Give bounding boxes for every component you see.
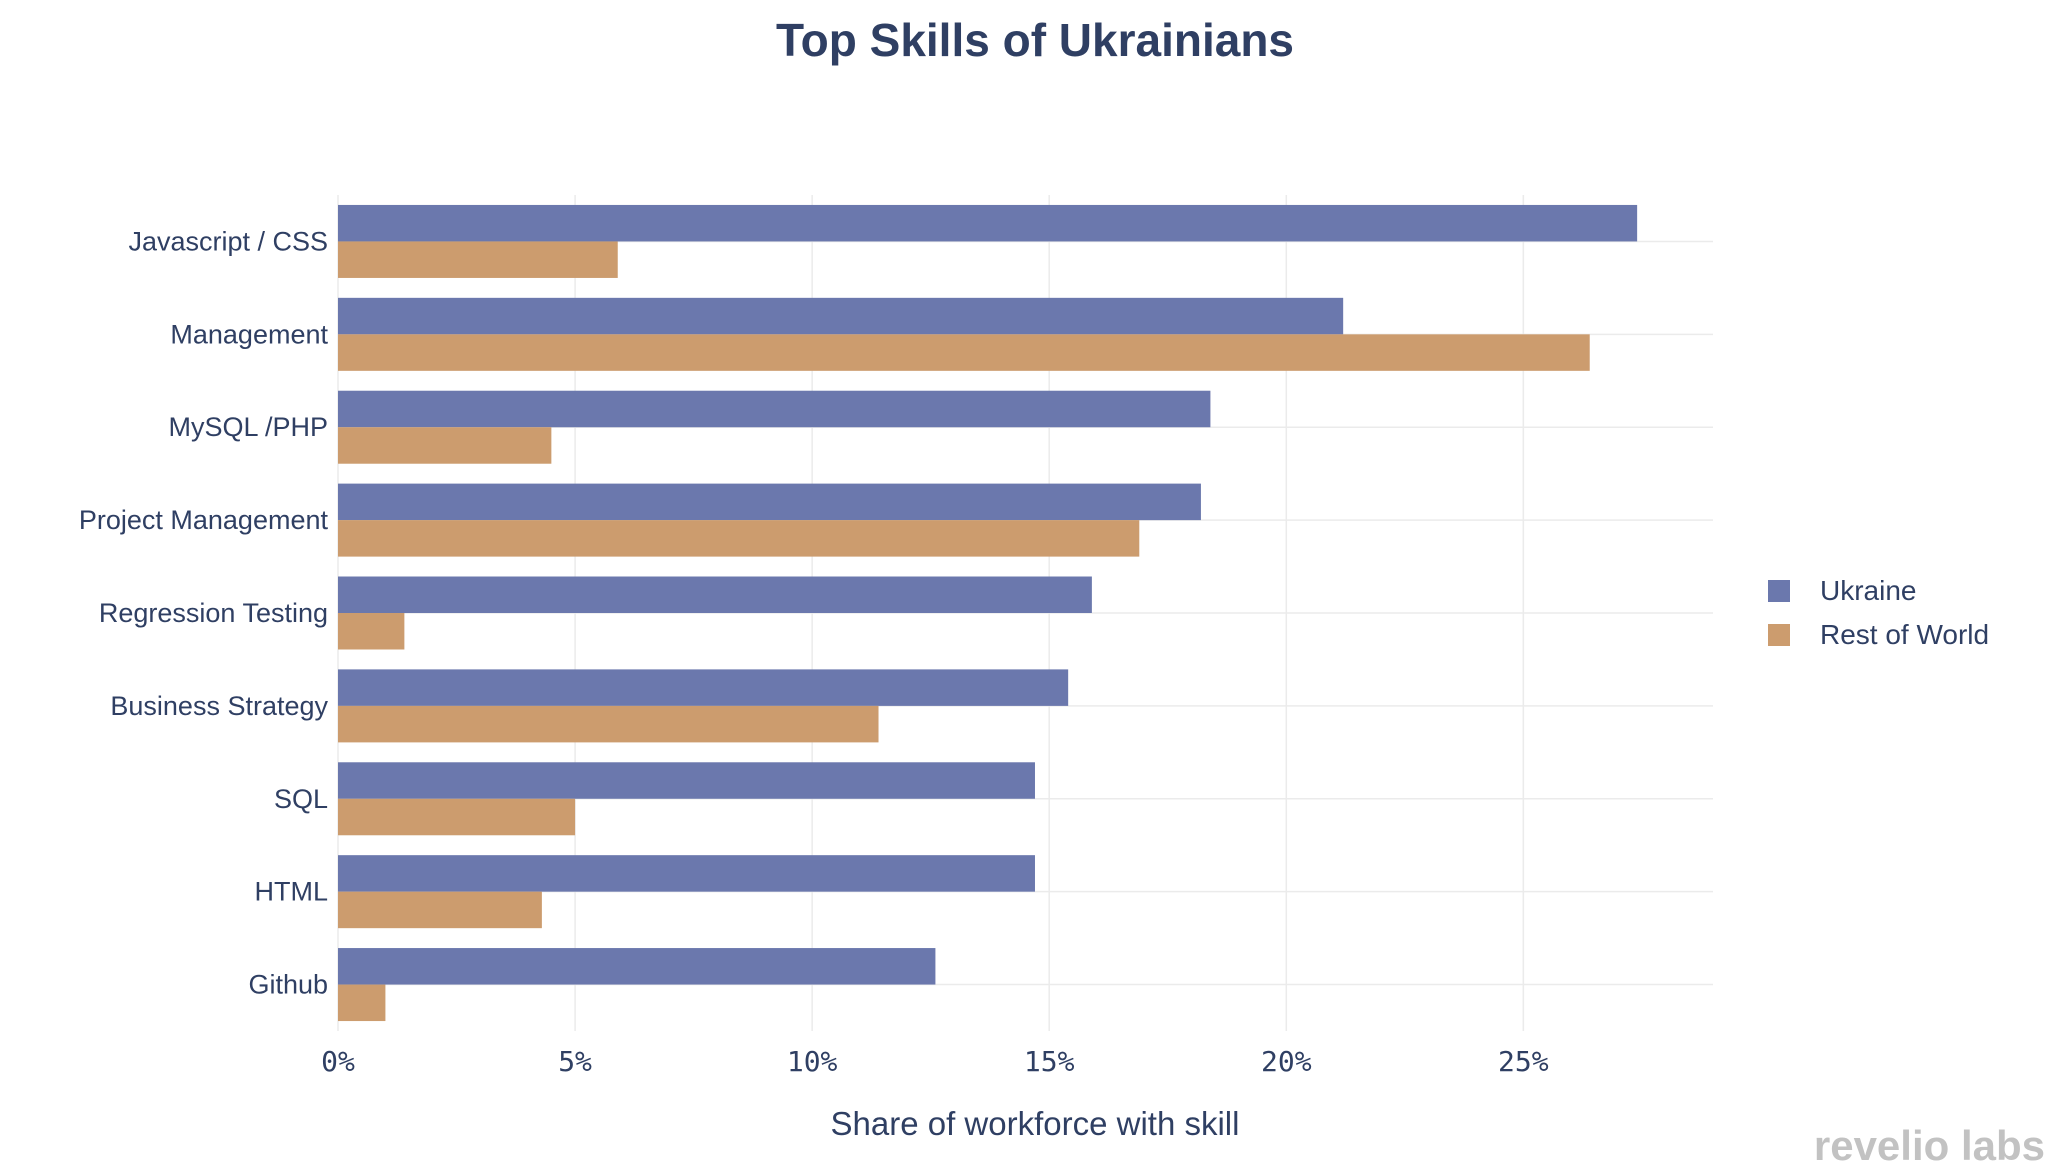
x-tick-label: 5% bbox=[558, 1045, 592, 1078]
bar-ukraine bbox=[338, 669, 1069, 706]
bar-rest-of-world bbox=[338, 705, 879, 743]
chart-title: Top Skills of Ukrainians bbox=[776, 14, 1294, 66]
bar-ukraine bbox=[338, 297, 1344, 335]
category-label: Github bbox=[248, 970, 328, 1000]
category-label: Javascript / CSS bbox=[128, 226, 328, 256]
legend-swatch bbox=[1768, 580, 1790, 602]
x-tick-label: 25% bbox=[1498, 1045, 1549, 1078]
bar-rest-of-world bbox=[338, 613, 405, 650]
x-tick-label: 10% bbox=[787, 1045, 838, 1078]
x-tick-labels: 0% 5% 10% 15% 20% 25% bbox=[321, 1045, 1549, 1078]
bar-ukraine bbox=[338, 948, 936, 985]
category-labels: Javascript / CSS Management MySQL /PHP Proj… bbox=[79, 226, 329, 999]
legend-label: Ukraine bbox=[1820, 575, 1916, 606]
bar-ukraine bbox=[338, 204, 1638, 242]
bar-ukraine bbox=[338, 762, 1035, 799]
bar-rest-of-world bbox=[338, 241, 618, 278]
bar-rest-of-world bbox=[338, 427, 552, 464]
legend-swatch bbox=[1768, 624, 1790, 646]
bar-ukraine bbox=[338, 390, 1211, 428]
bar-rest-of-world bbox=[338, 334, 1590, 371]
bar-rest-of-world bbox=[338, 984, 386, 1022]
category-label: HTML bbox=[255, 877, 329, 907]
legend: Ukraine Rest of World bbox=[1768, 575, 1989, 650]
bars bbox=[338, 204, 1638, 1022]
bar-rest-of-world bbox=[338, 520, 1140, 557]
category-label: Management bbox=[170, 319, 328, 349]
bar-ukraine bbox=[338, 576, 1092, 613]
category-label: MySQL /PHP bbox=[168, 412, 328, 442]
category-label: Regression Testing bbox=[99, 598, 328, 628]
legend-label: Rest of World bbox=[1820, 619, 1989, 650]
x-tick-label: 15% bbox=[1024, 1045, 1075, 1078]
bar-rest-of-world bbox=[338, 798, 576, 836]
category-label: Project Management bbox=[79, 505, 329, 535]
brand-logo: revelio labs bbox=[1814, 1122, 2045, 1169]
x-axis-title: Share of workforce with skill bbox=[831, 1105, 1240, 1142]
category-label: SQL bbox=[274, 784, 328, 814]
bar-ukraine bbox=[338, 483, 1201, 521]
x-tick-label: 20% bbox=[1261, 1045, 1312, 1078]
bar-ukraine bbox=[338, 855, 1035, 892]
bar-rest-of-world bbox=[338, 891, 542, 929]
x-tick-label: 0% bbox=[321, 1045, 355, 1078]
category-label: Business Strategy bbox=[110, 691, 328, 721]
